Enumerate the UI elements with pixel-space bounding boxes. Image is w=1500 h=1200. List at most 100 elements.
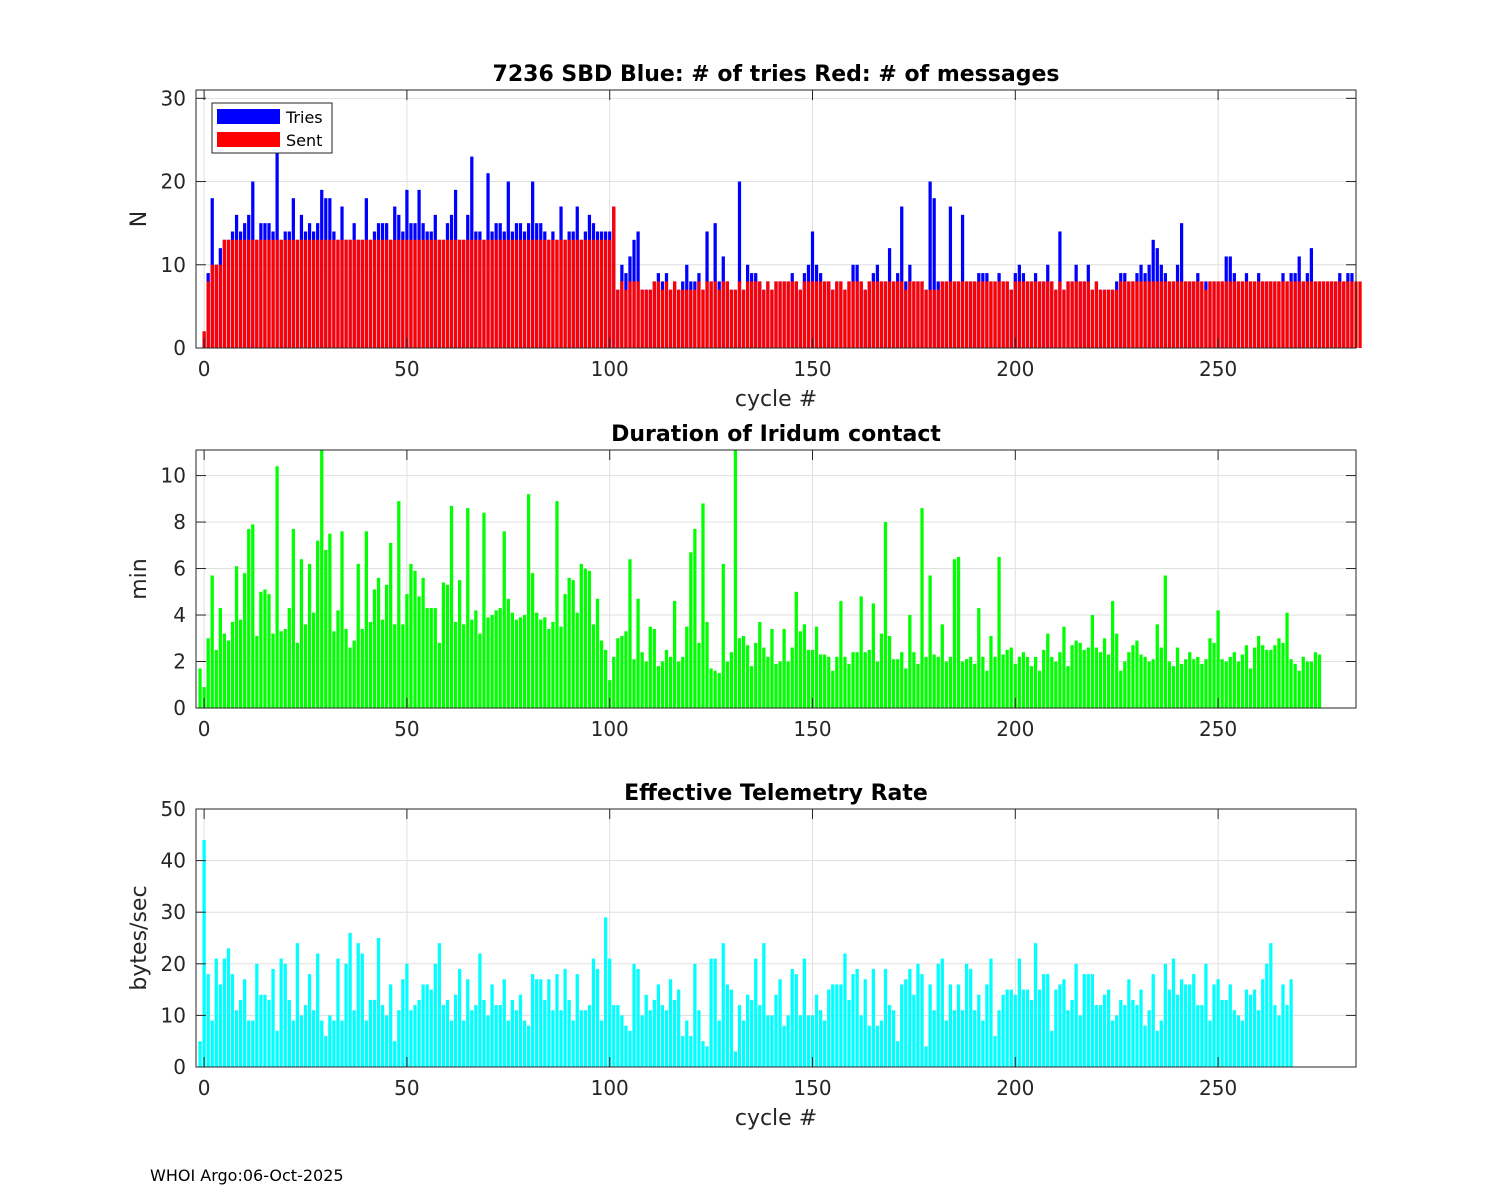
bar-rate — [920, 974, 924, 1067]
bar-sent — [510, 239, 514, 348]
bar-duration — [303, 624, 308, 708]
bar-sent — [299, 239, 304, 348]
bar-duration — [1115, 633, 1119, 708]
bar-rate — [1179, 979, 1184, 1067]
bar-duration — [1013, 663, 1017, 708]
bar-duration — [628, 559, 632, 708]
bar-rate — [555, 974, 559, 1067]
bar-duration — [745, 645, 750, 708]
bar-sent — [754, 281, 758, 348]
bar-rate — [352, 1010, 356, 1067]
bar-rate — [644, 994, 648, 1067]
bar-duration — [340, 531, 344, 708]
bar-duration — [1216, 610, 1220, 708]
bar-duration — [251, 524, 255, 708]
bar-sent — [405, 239, 409, 348]
bar-sent — [1050, 281, 1054, 348]
bar-duration — [741, 635, 746, 708]
bar-rate — [1257, 1010, 1261, 1067]
bar-sent — [466, 239, 470, 348]
bar-duration — [920, 508, 924, 708]
bar-rate — [1159, 1020, 1163, 1067]
bar-rate — [652, 999, 656, 1067]
bar-rate — [1171, 958, 1176, 1067]
bar-sent — [1038, 281, 1042, 348]
bar-rate — [595, 968, 600, 1067]
bar-rate — [1090, 974, 1094, 1067]
bar-sent — [251, 239, 255, 348]
bar-rate — [628, 1030, 632, 1067]
bar-rate — [701, 1041, 705, 1067]
bar-sent — [490, 239, 494, 348]
bar-duration — [944, 661, 948, 708]
bar-sent — [1277, 281, 1281, 348]
bar-rate — [956, 984, 961, 1067]
bar-duration — [1070, 645, 1074, 708]
bar-rate — [405, 963, 409, 1067]
bar-sent — [1098, 289, 1103, 348]
bar-duration — [1127, 652, 1131, 708]
bar-duration — [364, 531, 368, 708]
bar-rate — [1070, 999, 1074, 1067]
bar-duration — [798, 631, 802, 708]
bar-sent — [401, 239, 405, 348]
bar-rate — [798, 1015, 802, 1067]
bar-duration — [1232, 652, 1236, 708]
bar-rate — [393, 1041, 397, 1067]
bar-duration — [656, 666, 660, 708]
bar-sent — [1289, 281, 1293, 348]
bar-sent — [429, 239, 433, 348]
bar-sent — [1082, 281, 1086, 348]
bar-duration — [1293, 663, 1297, 708]
bar-duration — [948, 656, 953, 708]
bar-duration — [595, 598, 600, 708]
bar-rate — [835, 984, 839, 1067]
bar-duration — [900, 652, 904, 708]
bar-rate — [502, 979, 506, 1067]
bar-sent — [973, 281, 977, 348]
bar-sent — [458, 239, 462, 348]
bar-rate — [332, 1020, 336, 1067]
bar-rate — [1135, 1005, 1139, 1067]
bar-rate — [1196, 1005, 1200, 1067]
bar-duration — [1066, 666, 1070, 708]
bar-duration — [510, 612, 514, 708]
x-tick-label: 200 — [996, 717, 1034, 741]
bar-duration — [514, 619, 519, 708]
bar-rate — [307, 974, 312, 1067]
bar-rate — [993, 1036, 997, 1067]
bar-sent — [827, 281, 831, 348]
bar-duration — [1252, 647, 1257, 708]
bar-sent — [1220, 281, 1224, 348]
bar-sent — [668, 289, 673, 348]
bar-rate — [575, 974, 579, 1067]
chart-title: Duration of Iridum contact — [611, 422, 941, 447]
bar-sent — [1086, 281, 1090, 348]
bar-duration — [652, 628, 656, 708]
bar-rate — [234, 1010, 239, 1067]
bar-rate — [1236, 1015, 1240, 1067]
bar-duration — [644, 661, 648, 708]
bar-duration — [855, 652, 859, 708]
bar-rate — [421, 984, 425, 1067]
bar-duration — [1054, 661, 1058, 708]
bar-duration — [993, 656, 997, 708]
bar-sent — [385, 239, 389, 348]
bar-duration — [210, 575, 214, 708]
bar-sent — [944, 281, 948, 348]
bar-rate — [843, 953, 847, 1067]
bar-duration — [997, 556, 1001, 708]
bar-sent — [1236, 281, 1240, 348]
bar-rate — [380, 1005, 385, 1067]
bar-rate — [267, 999, 271, 1067]
bar-duration — [1224, 661, 1228, 708]
bar-duration — [612, 656, 616, 708]
bar-rate — [1163, 963, 1167, 1067]
bar-duration — [689, 552, 693, 708]
bar-duration — [547, 628, 551, 708]
bar-sent — [997, 281, 1001, 348]
bar-sent — [336, 239, 340, 348]
bar-sent — [778, 281, 782, 348]
bar-sent — [960, 281, 965, 348]
bar-sent — [518, 239, 523, 348]
